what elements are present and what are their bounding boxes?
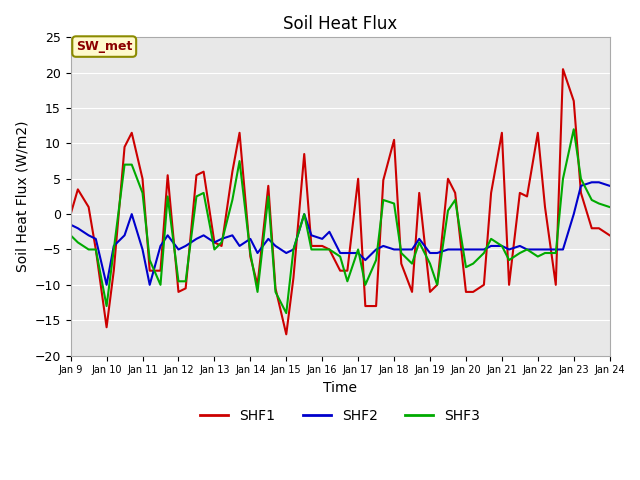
SHF1: [282, 332, 290, 337]
SHF3: [175, 278, 182, 284]
SHF1: [559, 66, 567, 72]
SHF3: [397, 250, 405, 256]
SHF3: [570, 126, 577, 132]
Text: SW_met: SW_met: [76, 40, 132, 53]
Title: Soil Heat Flux: Soil Heat Flux: [283, 15, 397, 33]
Line: SHF1: SHF1: [70, 69, 610, 335]
Legend: SHF1, SHF2, SHF3: SHF1, SHF2, SHF3: [195, 403, 486, 428]
SHF1: [193, 172, 200, 178]
SHF1: [67, 211, 74, 217]
SHF2: [588, 180, 596, 185]
SHF1: [253, 282, 261, 288]
SHF1: [541, 204, 549, 210]
SHF1: [606, 232, 614, 238]
SHF2: [362, 257, 369, 263]
SHF2: [397, 247, 405, 252]
SHF2: [200, 232, 207, 238]
SHF3: [362, 282, 369, 288]
X-axis label: Time: Time: [323, 381, 357, 395]
SHF3: [282, 310, 290, 316]
SHF1: [397, 261, 405, 266]
Line: SHF3: SHF3: [70, 129, 610, 313]
Y-axis label: Soil Heat Flux (W/m2): Soil Heat Flux (W/m2): [15, 120, 29, 272]
SHF3: [193, 193, 200, 199]
SHF2: [606, 183, 614, 189]
Line: SHF2: SHF2: [70, 182, 610, 285]
SHF3: [253, 289, 261, 295]
SHF1: [175, 289, 182, 295]
SHF2: [541, 247, 549, 252]
SHF3: [606, 204, 614, 210]
SHF2: [103, 282, 111, 288]
SHF3: [541, 250, 549, 256]
SHF2: [67, 222, 74, 228]
SHF2: [182, 243, 189, 249]
SHF2: [264, 236, 272, 242]
SHF1: [362, 303, 369, 309]
SHF3: [67, 232, 74, 238]
